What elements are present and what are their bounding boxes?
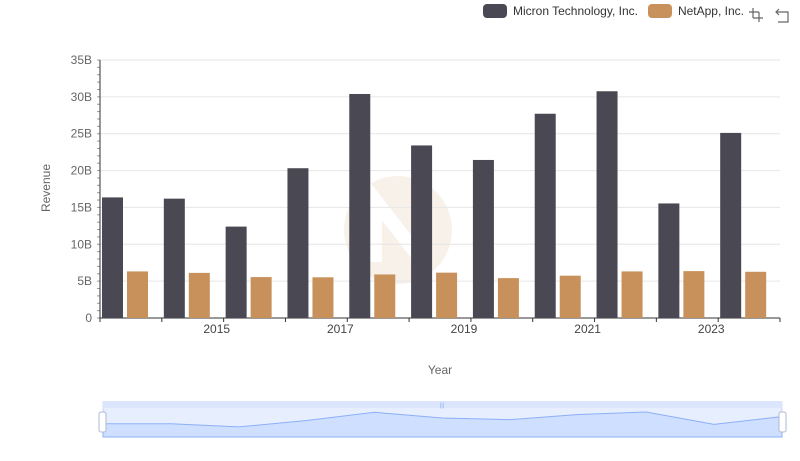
y-tick-label: 30B (71, 90, 92, 104)
zoom-icon[interactable] (748, 7, 764, 23)
y-tick-label: 25B (71, 127, 92, 141)
bar-micron-2014 (102, 197, 123, 318)
bar-netapp-2019 (436, 272, 458, 318)
bar-netapp-2015 (188, 272, 210, 318)
y-tick-label: 15B (71, 200, 92, 214)
y-tick-label: 20B (71, 164, 92, 178)
bar-micron-2016 (225, 226, 247, 318)
legend-label-micron: Micron Technology, Inc. (513, 4, 638, 18)
legend-label-netapp: NetApp, Inc. (677, 4, 744, 18)
legend-item-micron[interactable]: Micron Technology, Inc. (483, 4, 638, 18)
bar-micron-2020 (472, 159, 494, 318)
y-tick-label: 5B (77, 274, 92, 288)
bars (102, 91, 767, 319)
bar-micron-2022 (596, 91, 618, 319)
datazoom-move-bar[interactable] (103, 401, 782, 408)
legend-swatch-netapp (647, 4, 672, 18)
datazoom-handle-left[interactable] (98, 411, 107, 433)
legend-item-netapp[interactable]: NetApp, Inc. (647, 4, 744, 18)
bar-netapp-2016 (250, 277, 272, 318)
restore-icon[interactable] (774, 7, 790, 23)
x-axis-label: Year (428, 363, 452, 377)
datazoom-slider[interactable]: ||| (98, 401, 787, 438)
x-tick-label: 2021 (574, 322, 601, 336)
axis-labels: Revenue Year (39, 164, 452, 377)
bar-micron-2024 (720, 132, 742, 318)
y-tick-label: 35B (71, 53, 92, 67)
y-tick-label: 10B (71, 237, 92, 251)
x-tick-label: 2019 (451, 322, 478, 336)
legend-swatch-micron (483, 4, 507, 18)
bar-micron-2019 (411, 145, 433, 318)
bar-netapp-2020 (497, 278, 519, 318)
legend: Micron Technology, Inc. NetApp, Inc. (483, 4, 744, 18)
datazoom-handle-right[interactable] (778, 411, 787, 433)
bar-micron-2018 (349, 93, 371, 318)
bar-micron-2017 (287, 168, 309, 318)
bar-netapp-2014 (127, 271, 148, 318)
bar-micron-2023 (658, 203, 680, 318)
x-tick-label: 2023 (698, 322, 725, 336)
bar-netapp-2017 (312, 277, 334, 318)
datazoom-move-handle[interactable]: ||| (440, 403, 445, 409)
y-tick-label: 0 (85, 311, 92, 325)
bar-netapp-2018 (374, 274, 396, 318)
x-tick-label: 2017 (327, 322, 354, 336)
bar-netapp-2021 (559, 275, 581, 318)
x-tick-label: 2015 (203, 322, 230, 336)
bar-netapp-2022 (621, 271, 643, 318)
y-axis-label: Revenue (39, 164, 53, 212)
bar-micron-2021 (534, 113, 556, 318)
bar-micron-2015 (163, 198, 185, 318)
datazoom-preview-line (102, 411, 783, 438)
bar-netapp-2024 (745, 271, 767, 318)
bar-netapp-2023 (683, 271, 705, 318)
